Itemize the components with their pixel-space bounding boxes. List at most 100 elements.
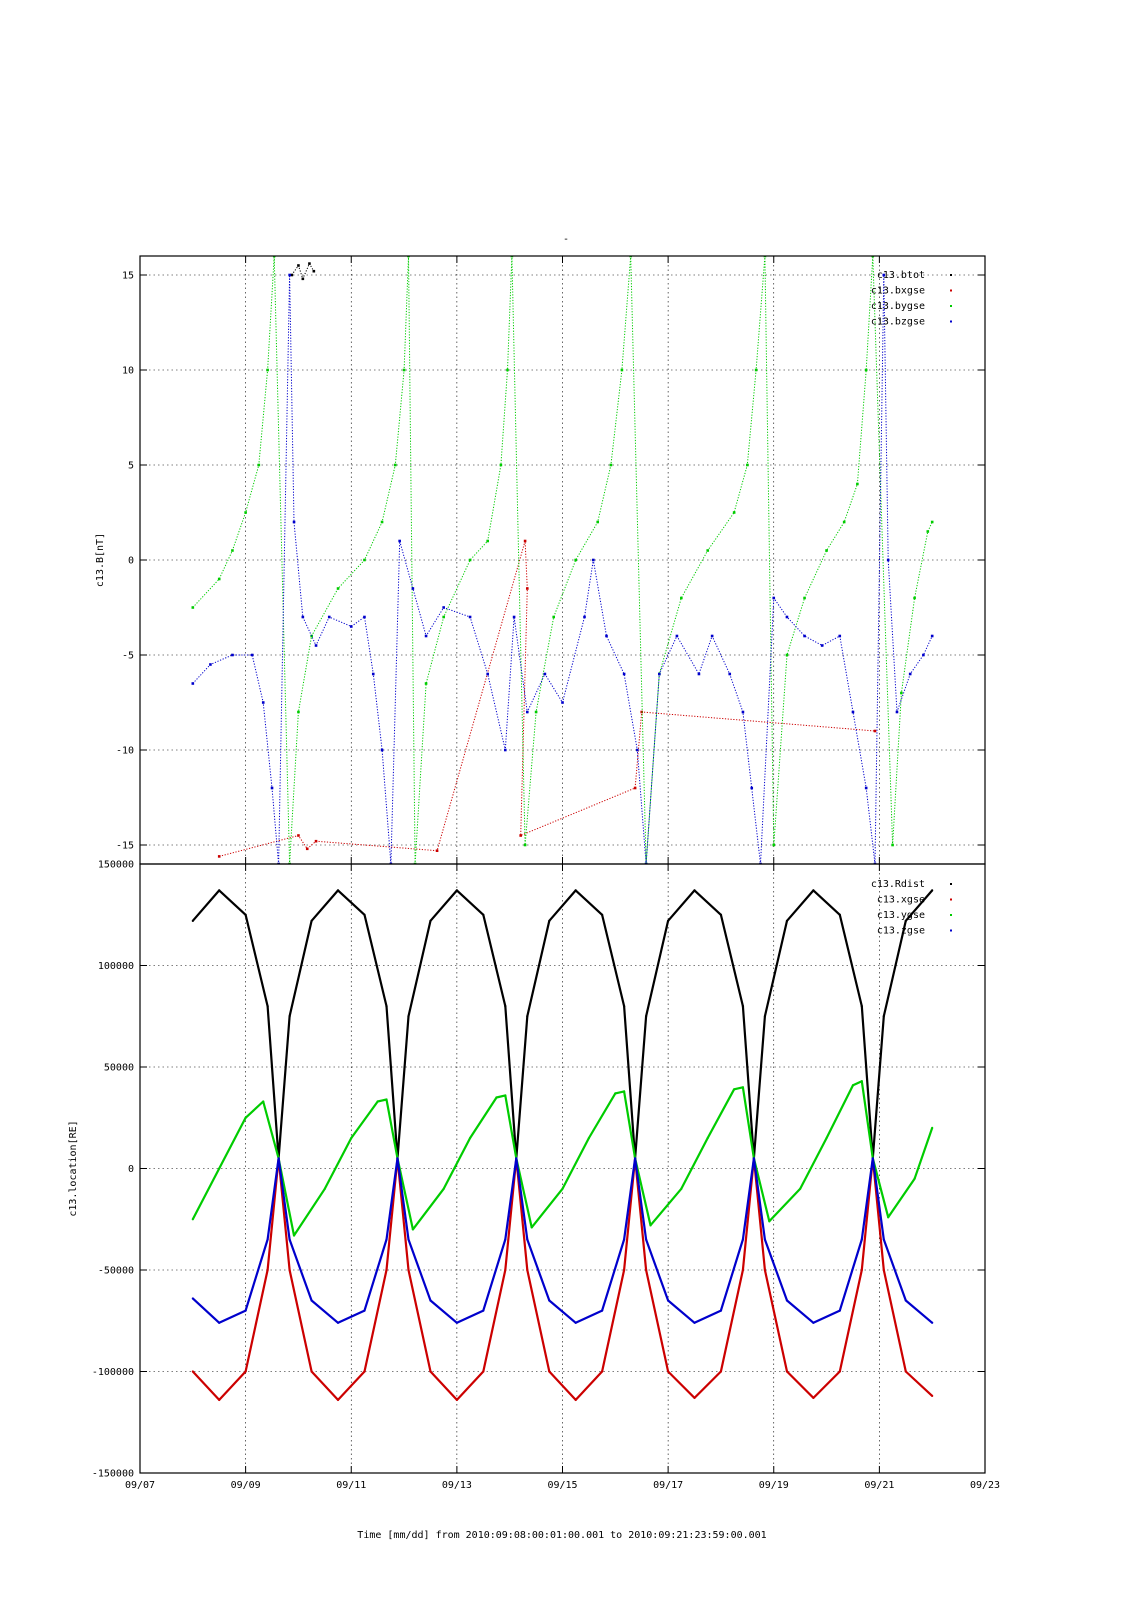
data-point xyxy=(380,748,384,752)
data-point xyxy=(574,558,578,562)
data-point xyxy=(763,1268,767,1272)
data-point xyxy=(499,463,503,467)
data-point xyxy=(838,634,842,638)
data-point xyxy=(609,463,613,467)
data-point xyxy=(667,919,670,922)
data-point xyxy=(336,889,340,892)
magnetic-field-y-ticks: -15 -10 -5 0 5 10 15 xyxy=(116,256,985,864)
data-point xyxy=(218,1167,221,1170)
data-point xyxy=(864,786,868,790)
series-trace-c13-btot xyxy=(291,262,315,281)
data-point xyxy=(785,1299,789,1302)
location-y-ticks: -150000 -100000 -50000 0 50000 100000 150000 xyxy=(92,860,985,1480)
data-point xyxy=(838,1370,841,1373)
legend-label: c13.Rdist xyxy=(871,879,925,890)
data-point xyxy=(407,1015,410,1018)
data-point xyxy=(825,549,828,552)
data-point xyxy=(574,1321,577,1324)
data-point xyxy=(763,256,767,258)
data-point xyxy=(526,1238,529,1241)
location-series xyxy=(191,889,934,1402)
data-point xyxy=(504,1238,507,1241)
data-point xyxy=(385,1098,388,1101)
data-point xyxy=(629,256,633,258)
legend-label: c13.ygse xyxy=(877,910,925,921)
data-point xyxy=(820,644,824,647)
data-point xyxy=(523,539,527,543)
data-point xyxy=(468,615,472,619)
data-point xyxy=(754,368,758,372)
data-point xyxy=(468,558,472,562)
magnetic-field-legend: c13.btot c13.bxgse c13.bygse c13.bzgse xyxy=(871,270,952,328)
data-point xyxy=(301,277,305,281)
data-point xyxy=(623,1268,626,1272)
y-tick-label: -100000 xyxy=(92,1367,134,1378)
data-point xyxy=(825,1136,828,1140)
data-point xyxy=(526,1268,529,1272)
data-point xyxy=(191,1370,194,1373)
data-point xyxy=(290,273,294,277)
data-point xyxy=(741,1268,745,1272)
data-point xyxy=(623,1005,626,1008)
data-point xyxy=(270,786,274,790)
data-point xyxy=(468,1136,472,1140)
data-point xyxy=(548,919,551,922)
data-point xyxy=(244,1309,247,1312)
data-point xyxy=(706,1136,709,1140)
data-point xyxy=(895,710,899,714)
data-point xyxy=(633,786,637,790)
series-line-c13-xgse xyxy=(191,1157,933,1401)
data-point xyxy=(693,1396,696,1399)
legend-label: c13.bzgse xyxy=(871,317,925,328)
data-point xyxy=(244,1116,247,1119)
data-point xyxy=(504,1268,507,1272)
data-point xyxy=(411,1228,414,1231)
legend-swatch xyxy=(950,305,952,307)
data-point xyxy=(601,1370,604,1373)
data-point xyxy=(882,1238,885,1241)
data-point xyxy=(424,682,428,685)
data-point xyxy=(486,539,489,543)
data-point xyxy=(904,919,907,922)
data-point xyxy=(506,368,509,372)
data-point xyxy=(623,1238,626,1241)
data-point xyxy=(931,889,934,892)
magnetic-field-grid xyxy=(140,256,985,864)
data-point xyxy=(191,1218,194,1221)
data-point xyxy=(363,1370,366,1373)
data-point xyxy=(310,919,313,922)
data-point xyxy=(277,862,280,864)
data-point xyxy=(266,1268,269,1272)
data-point xyxy=(349,625,353,628)
data-point xyxy=(297,264,300,267)
data-point xyxy=(930,634,934,638)
data-point xyxy=(667,1370,670,1373)
data-point xyxy=(882,273,886,277)
data-point xyxy=(763,1238,767,1241)
x-tick-label: 09/11 xyxy=(336,1480,366,1491)
data-point xyxy=(636,748,639,752)
data-point xyxy=(218,1321,221,1324)
data-point xyxy=(455,1321,458,1324)
location-legend: c13.Rdist c13.xgse c13.ygse c13.zgse xyxy=(871,879,952,937)
data-point xyxy=(882,1268,885,1272)
data-point xyxy=(442,606,445,609)
y-tick-label: 100000 xyxy=(98,961,134,972)
data-point xyxy=(376,1100,379,1103)
legend-label: c13.btot xyxy=(877,270,925,281)
data-point xyxy=(926,530,930,533)
data-point xyxy=(904,1299,907,1302)
data-point xyxy=(931,1394,934,1397)
legend-swatch xyxy=(950,898,952,901)
legend-swatch xyxy=(950,274,952,276)
data-point xyxy=(336,1398,340,1402)
data-point xyxy=(288,273,291,277)
data-point xyxy=(601,913,604,916)
data-point xyxy=(261,701,265,704)
magnetic-field-y-axis-label: c13.B[nT] xyxy=(95,533,106,587)
data-point xyxy=(495,1096,498,1099)
data-point xyxy=(262,1100,265,1103)
legend-swatch xyxy=(950,883,952,885)
data-point xyxy=(523,843,527,847)
